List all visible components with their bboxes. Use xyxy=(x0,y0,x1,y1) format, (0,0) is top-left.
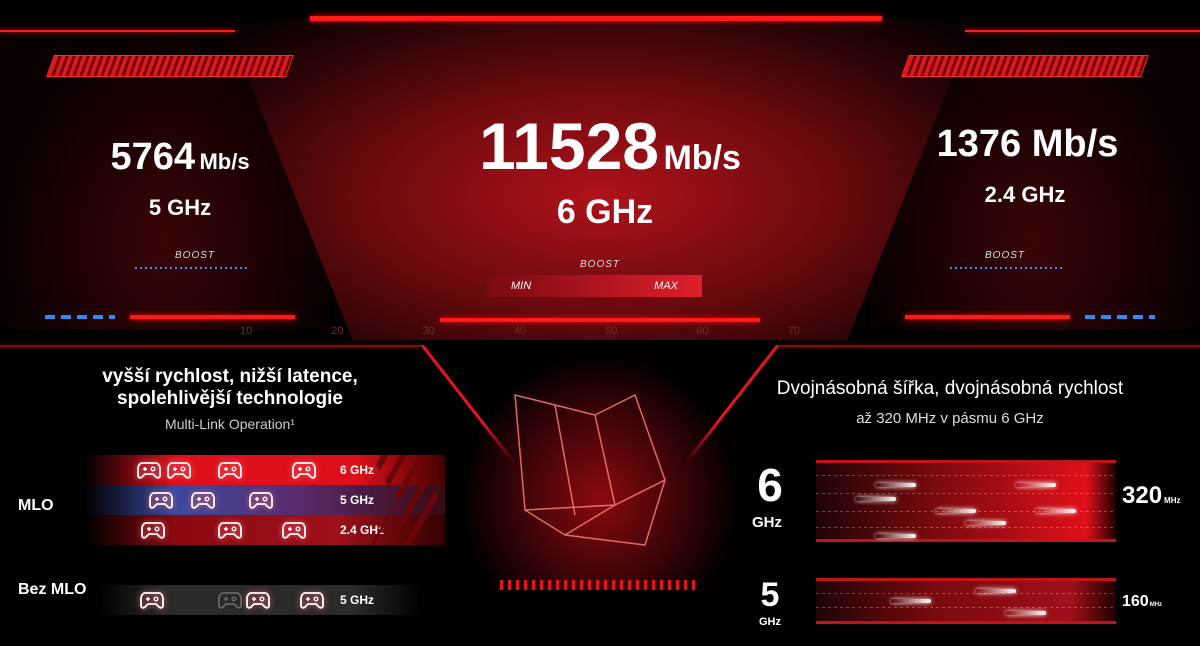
meter-max: MAX xyxy=(654,280,678,292)
right-boost-dots xyxy=(950,267,1065,269)
lane-5ghz xyxy=(816,578,1116,624)
mlo-title-line2: spolehlivější technologie xyxy=(117,388,343,409)
lane-5-band-unit: GHz xyxy=(759,616,781,628)
lane-line xyxy=(816,475,1116,476)
gamepad-icon xyxy=(249,490,273,515)
scale-tick: 50 xyxy=(605,325,618,337)
left-speed-value: 5764 xyxy=(110,136,195,178)
rocket-icon xyxy=(1016,483,1056,487)
rocket-icon xyxy=(876,483,916,487)
band-label: 2.4 GHz xyxy=(340,523,385,537)
right-top-line xyxy=(965,30,1200,32)
gamepad-icon xyxy=(137,460,161,485)
center-speed-value: 11528 xyxy=(479,109,659,183)
rocket-icon xyxy=(1006,611,1046,615)
left-header-stripes xyxy=(45,55,295,77)
gamepad-icon xyxy=(282,520,306,545)
lane-5-width: 160MHz xyxy=(1122,592,1162,615)
right-red-line xyxy=(905,315,1070,319)
gamepad-icon xyxy=(149,490,173,515)
lane-line xyxy=(816,527,1116,528)
band-no-mlo: 5 GHz xyxy=(100,585,420,615)
center-boost-label: BOOST xyxy=(580,259,621,270)
rocket-icon xyxy=(1036,509,1076,513)
band-label: 6 GHz xyxy=(340,463,375,477)
left-boost-dots xyxy=(135,267,250,269)
scale-tick: 10 xyxy=(240,325,253,337)
lane-5-width-unit: MHz xyxy=(1149,602,1163,608)
right-header-stripes xyxy=(900,55,1150,77)
scale-ticks: 10 20 30 40 50 60 70 xyxy=(240,325,800,338)
lane-5-band-number: 5 xyxy=(760,576,780,614)
rocket-icon xyxy=(966,521,1006,525)
scale-tick: 30 xyxy=(422,325,435,337)
right-band: 2.4 GHz xyxy=(984,182,1066,207)
gamepad-icon xyxy=(300,590,324,615)
left-band: 5 GHz xyxy=(148,195,212,220)
center-speed: 11528 Mb/s xyxy=(400,108,820,203)
right-speed-unit: Mb/s xyxy=(1031,123,1119,165)
mlo-label: MLO xyxy=(18,497,54,514)
channel-title: Dvojnásobná šířka, dvojnásobná rychlost xyxy=(776,378,1124,399)
no-mlo-label: Bez MLO xyxy=(18,581,87,598)
mlo-title-line1: vyšší rychlost, nižší latence, xyxy=(102,366,358,387)
router-base-ticks xyxy=(500,580,700,590)
scale-tick: 40 xyxy=(513,325,527,337)
right-blue-dashes xyxy=(1085,315,1155,319)
gamepad-icon xyxy=(292,460,316,485)
left-blue-dashes xyxy=(45,315,115,319)
router-icon xyxy=(514,393,666,546)
left-red-line xyxy=(130,315,295,319)
left-speed-unit: Mb/s xyxy=(199,149,250,174)
boost-meter: MIN MAX xyxy=(487,275,702,297)
gamepad-icon-inactive xyxy=(218,590,242,615)
band-5ghz: 5 GHz xyxy=(85,485,445,515)
gamepad-icon xyxy=(167,460,191,485)
lane-line xyxy=(816,493,1116,494)
lane-line xyxy=(816,607,1116,608)
lane-6-band-unit: GHz xyxy=(752,514,782,531)
mlo-bands: 6 GHz 5 GHz 2.4 GHz xyxy=(85,455,445,545)
left-top-line xyxy=(0,30,235,32)
rocket-icon xyxy=(976,589,1016,593)
center-band: 6 GHz xyxy=(556,193,654,231)
gamepad-icon xyxy=(218,460,242,485)
mlo-subtitle: Multi-Link Operation¹ xyxy=(165,416,295,432)
scale-tick: 20 xyxy=(331,325,344,337)
gamepad-icon xyxy=(246,590,270,615)
center-bottom-line xyxy=(440,318,760,322)
rocket-icon xyxy=(856,497,896,501)
scale-tick: 70 xyxy=(787,325,800,337)
meter-min: MIN xyxy=(511,280,532,292)
lane-line xyxy=(816,593,1116,594)
top-bar xyxy=(310,16,882,21)
lane-6-width-value: 320 xyxy=(1122,482,1163,509)
left-boost-label: BOOST xyxy=(175,250,216,261)
right-divider xyxy=(780,345,1200,347)
left-speed: 5764 Mb/s xyxy=(80,135,280,187)
left-divider xyxy=(0,345,420,347)
scale-tick: 60 xyxy=(696,325,709,337)
right-boost-label: BOOST xyxy=(985,250,1026,261)
mlo-title: vyšší rychlost, nižší latence, spolehliv… xyxy=(0,366,460,410)
channel-subtitle: až 320 MHz v pásmu 6 GHz xyxy=(856,410,1044,427)
center-speed-unit: Mb/s xyxy=(663,139,741,177)
lane-6ghz xyxy=(816,460,1116,542)
lane-6-width: 320 MHz xyxy=(1122,482,1181,515)
band-label: 5 GHz xyxy=(340,493,375,507)
rocket-icon xyxy=(936,509,976,513)
lane-6-band-number: 6 xyxy=(757,459,783,511)
gamepad-icon xyxy=(191,490,215,515)
right-speed-value: 1376 xyxy=(936,123,1022,165)
right-speed: 1376 Mb/s xyxy=(905,122,1150,166)
rocket-icon xyxy=(891,599,931,603)
rocket-icon xyxy=(876,534,916,538)
lane-5-width-value: 160 xyxy=(1122,593,1149,610)
band-label: 5 GHz xyxy=(340,593,375,607)
router-glow xyxy=(470,360,730,590)
lane-6-width-unit: MHz xyxy=(1164,496,1181,505)
gamepad-icon xyxy=(140,590,164,615)
gamepad-icon xyxy=(141,520,165,545)
gamepad-icon xyxy=(218,520,242,545)
